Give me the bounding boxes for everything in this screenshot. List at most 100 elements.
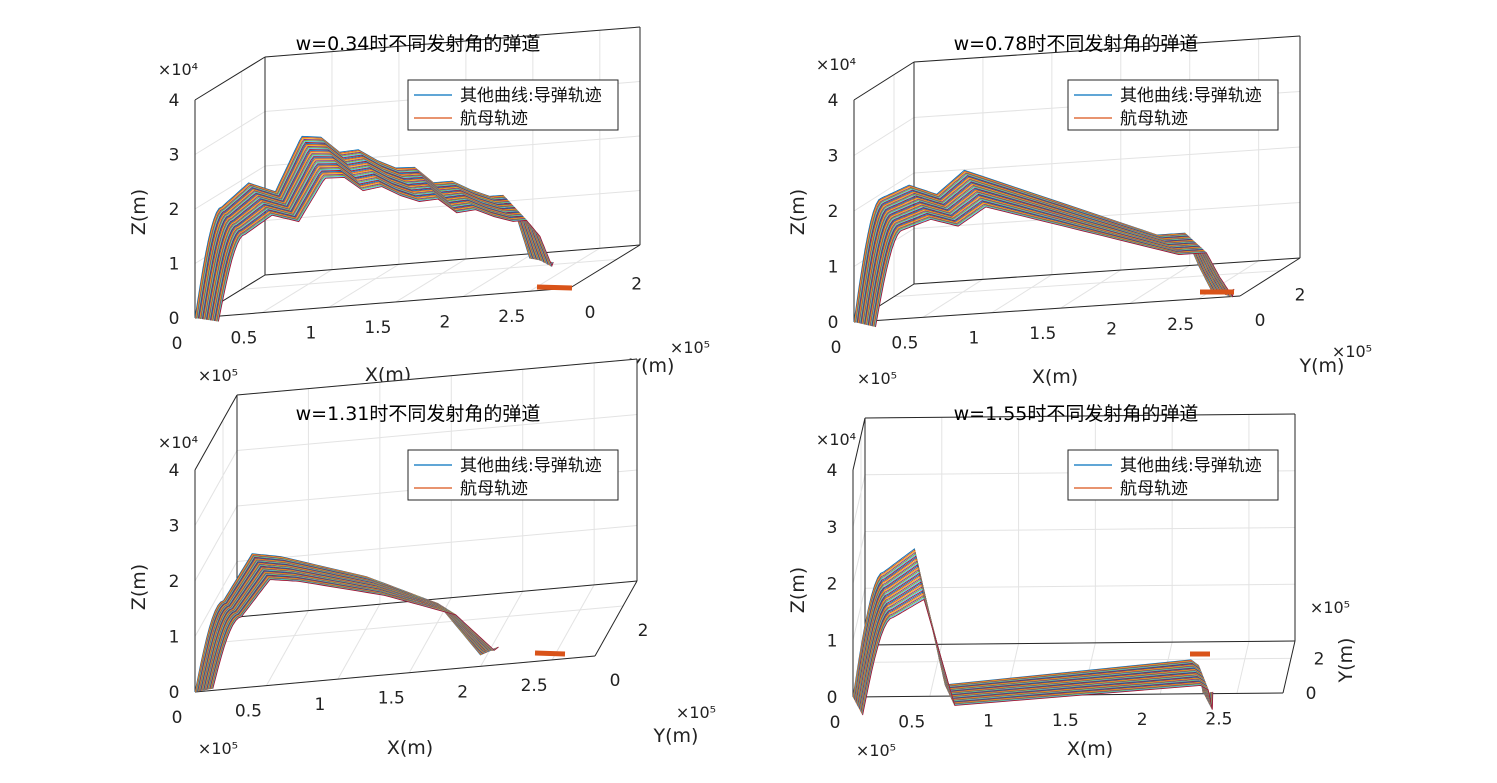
chart-title: w=1.55时不同发射角的弹道 bbox=[954, 403, 1199, 425]
legend-entry-missile: 其他曲线:导弹轨迹 bbox=[460, 86, 602, 106]
z-axis-label: Z(m) bbox=[787, 189, 809, 235]
z-tick-label: 0 bbox=[169, 309, 180, 329]
x-tick-label: 1.5 bbox=[364, 318, 391, 338]
x-tick-label: 2.5 bbox=[498, 307, 525, 327]
z-tick-label: 1 bbox=[827, 631, 838, 651]
legend-entry-carrier: 航母轨迹 bbox=[1120, 479, 1188, 499]
z-tick-label: 1 bbox=[169, 628, 180, 648]
z-tick-label: 3 bbox=[827, 518, 838, 538]
panel-4: 0 0.5 1 1.5 2 2.5 0 2 0 1 2 3 4 w=1.55时不同发射角的弹道 X(m) Y(… bbox=[787, 403, 1357, 760]
legend-entry-carrier: 航母轨迹 bbox=[460, 479, 528, 499]
y-tick-label: 0 bbox=[585, 303, 596, 323]
y-exponent-label: ×10⁵ bbox=[1332, 342, 1372, 361]
z-tick-label: 4 bbox=[169, 461, 180, 481]
x-tick-label: 0 bbox=[172, 708, 183, 728]
missile-trajectories bbox=[194, 553, 499, 693]
z-tick-label: 2 bbox=[169, 572, 180, 592]
x-tick-label: 0 bbox=[172, 334, 183, 354]
x-axis-label: X(m) bbox=[1032, 366, 1078, 388]
legend-entry-carrier: 航母轨迹 bbox=[460, 109, 528, 129]
carrier-track bbox=[534, 650, 566, 657]
x-exponent-label: ×10⁵ bbox=[856, 741, 896, 760]
z-exponent-label: ×10⁴ bbox=[816, 55, 856, 74]
chart-title: w=0.78时不同发射角的弹道 bbox=[954, 33, 1199, 55]
axes-box bbox=[853, 35, 1301, 323]
x-tick-label: 2.5 bbox=[1167, 315, 1194, 335]
x-tick-label: 2.5 bbox=[521, 676, 548, 696]
y-tick-label: 2 bbox=[638, 621, 649, 641]
z-tick-label: 2 bbox=[828, 202, 839, 222]
z-axis-label: Z(m) bbox=[128, 564, 150, 610]
z-tick-label: 4 bbox=[827, 461, 838, 481]
x-tick-label: 1.5 bbox=[1029, 324, 1056, 344]
z-tick-label: 4 bbox=[828, 91, 839, 111]
y-axis-label: Y(m) bbox=[1299, 355, 1345, 377]
y-tick-label: 2 bbox=[631, 274, 642, 294]
legend-entry-missile: 其他曲线:导弹轨迹 bbox=[460, 456, 602, 476]
x-tick-label: 0.5 bbox=[898, 712, 925, 732]
missile-trajectory bbox=[875, 206, 1235, 328]
x-tick-label: 1 bbox=[983, 712, 994, 732]
z-exponent-label: ×10⁴ bbox=[158, 433, 198, 452]
legend-entry-carrier: 航母轨迹 bbox=[1120, 109, 1188, 129]
missile-trajectories bbox=[852, 548, 1214, 716]
x-axis-label: X(m) bbox=[387, 737, 433, 759]
x-tick-label: 0 bbox=[831, 338, 842, 358]
z-tick-label: 1 bbox=[828, 258, 839, 278]
x-tick-label: 2.5 bbox=[1205, 709, 1232, 729]
legend-entry-missile: 其他曲线:导弹轨迹 bbox=[1120, 86, 1262, 106]
y-tick-label: 2 bbox=[1314, 649, 1325, 669]
y-tick-label: 2 bbox=[1295, 286, 1306, 306]
z-tick-label: 2 bbox=[827, 575, 838, 595]
y-exponent-label: ×10⁵ bbox=[670, 338, 710, 357]
chart-title: w=1.31时不同发射角的弹道 bbox=[296, 403, 541, 425]
y-exponent-label: ×10⁵ bbox=[676, 703, 716, 722]
x-tick-label: 1.5 bbox=[378, 689, 405, 709]
z-exponent-label: ×10⁴ bbox=[816, 430, 856, 449]
missile-trajectories bbox=[194, 135, 554, 322]
carrier-track bbox=[536, 284, 573, 291]
x-tick-label: 1 bbox=[314, 695, 325, 715]
x-tick-label: 1 bbox=[306, 323, 317, 343]
x-tick-label: 1.5 bbox=[1052, 711, 1079, 731]
z-tick-label: 0 bbox=[828, 313, 839, 333]
x-tick-label: 0.5 bbox=[230, 329, 257, 349]
z-tick-label: 3 bbox=[828, 147, 839, 167]
y-axis-label: Y(m) bbox=[653, 725, 699, 747]
z-axis-label: Z(m) bbox=[787, 567, 809, 613]
x-tick-label: 2 bbox=[457, 682, 468, 702]
x-tick-label: 0 bbox=[830, 713, 841, 733]
missile-trajectory bbox=[862, 598, 1214, 716]
x-tick-label: 0.5 bbox=[891, 333, 918, 353]
z-tick-label: 3 bbox=[169, 517, 180, 537]
x-tick-label: 2 bbox=[439, 313, 450, 333]
z-tick-label: 0 bbox=[169, 683, 180, 703]
missile-trajectory bbox=[212, 579, 499, 689]
y-tick-label: 0 bbox=[1306, 684, 1317, 704]
z-tick-label: 2 bbox=[169, 200, 180, 220]
z-tick-label: 1 bbox=[169, 255, 180, 275]
z-tick-label: 0 bbox=[827, 688, 838, 708]
panel-3: 0 0.5 1 1.5 2 2.5 0 2 0 1 2 3 4 w=1.31时不同发射角的弹道 X(m) Y(… bbox=[128, 358, 716, 759]
y-axis-label: Y(m) bbox=[1335, 638, 1357, 684]
y-axis-label: Y(m) bbox=[629, 355, 675, 377]
x-tick-label: 1 bbox=[968, 329, 979, 349]
y-tick-label: 0 bbox=[610, 671, 621, 691]
x-exponent-label: ×10⁵ bbox=[857, 369, 897, 388]
panel-2: 0 0.5 1 1.5 2 2.5 0 2 0 1 2 3 4 w=0.78时不同发射角的弹道 X(m) Y(… bbox=[787, 33, 1372, 388]
legend-entry-missile: 其他曲线:导弹轨迹 bbox=[1120, 456, 1262, 476]
y-tick-label: 0 bbox=[1255, 311, 1266, 331]
z-tick-label: 4 bbox=[169, 91, 180, 111]
x-exponent-label: ×10⁵ bbox=[198, 366, 238, 385]
y-exponent-label: ×10⁵ bbox=[1310, 598, 1350, 617]
x-tick-label: 0.5 bbox=[235, 702, 262, 722]
missile-trajectory bbox=[217, 176, 554, 322]
x-tick-label: 2 bbox=[1137, 710, 1148, 730]
z-exponent-label: ×10⁴ bbox=[158, 60, 198, 79]
